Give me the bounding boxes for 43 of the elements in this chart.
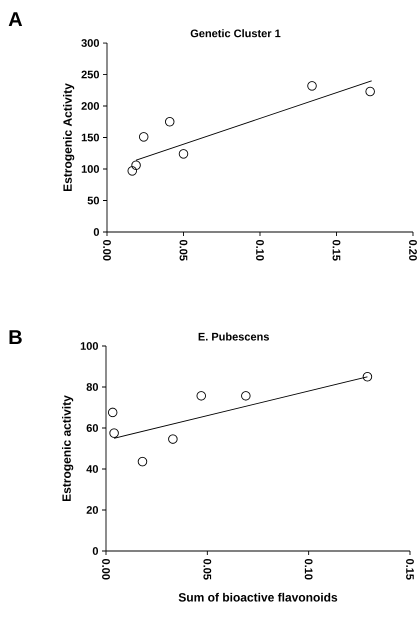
- point: [307, 81, 317, 91]
- y-tick-label: 100: [80, 342, 98, 350]
- point: [365, 86, 375, 96]
- x-tick-label: 0.10: [304, 558, 313, 580]
- text: B: [10, 330, 22, 344]
- y-tick-label: 200: [81, 102, 100, 110]
- point: [138, 132, 148, 142]
- x-tick-label: 0.15: [332, 240, 340, 261]
- y-tick-label: 100: [82, 165, 100, 173]
- y-tick-label: 0: [92, 547, 98, 555]
- x-tick-label: 0.00: [103, 240, 111, 260]
- point: [131, 160, 141, 170]
- y-tick-label: 150: [82, 134, 100, 142]
- y-tick-label: 80: [86, 383, 98, 391]
- x-tick-label: 0.10: [256, 240, 264, 260]
- y-tick-label: 60: [86, 424, 98, 432]
- chart-title: Genetic Cluster 1: [190, 29, 280, 38]
- x-tick-label: 0.00: [102, 558, 110, 580]
- y-axis-title: Estrogenic activity: [62, 395, 74, 502]
- point: [168, 434, 178, 444]
- point: [108, 408, 118, 418]
- y-tick-label: 300: [81, 39, 100, 47]
- x-tick-label: 0.20: [409, 240, 417, 260]
- chart-title: E. Pubescens: [198, 332, 269, 341]
- point: [109, 428, 119, 438]
- x-axis-title: Sum of bioactive flavonoids: [178, 592, 338, 602]
- x-tick-label: 0.05: [180, 240, 188, 261]
- point: [196, 391, 206, 401]
- point: [362, 372, 372, 382]
- text: A: [8, 12, 22, 26]
- y-tick-label: 50: [88, 196, 100, 204]
- point: [127, 166, 137, 176]
- x-tick-label: 0.05: [203, 558, 212, 580]
- y-tick-label: 0: [94, 228, 100, 236]
- point: [138, 456, 148, 466]
- y-axis-title: Estrogenic Activity: [63, 83, 74, 192]
- point: [164, 117, 174, 127]
- point: [241, 391, 251, 401]
- point: [178, 149, 188, 159]
- y-tick-label: 250: [81, 70, 100, 78]
- x-tick-label: 0.15: [406, 558, 414, 580]
- y-tick-label: 40: [86, 465, 98, 473]
- y-tick-label: 20: [86, 506, 98, 514]
